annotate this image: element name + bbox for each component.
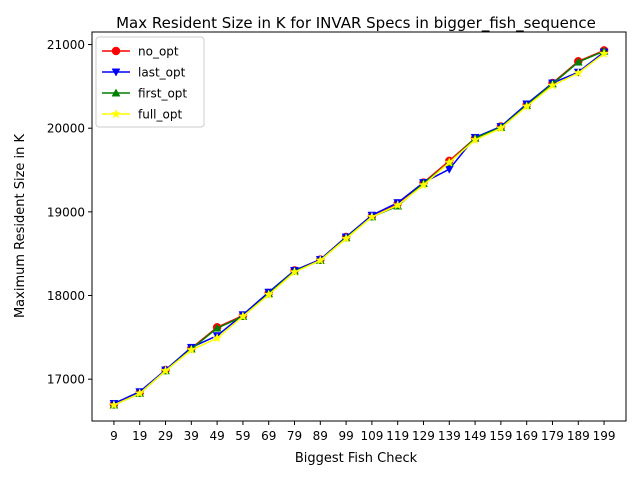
y-tick-label: 21000 [47,38,85,52]
x-tick-label: 129 [412,429,435,443]
data-point [521,101,532,111]
legend-label: last_opt [138,66,186,80]
x-tick-label: 19 [132,429,147,443]
data-point [315,255,326,265]
y-axis-label: Maximum Resident Size in K [13,134,28,319]
x-tick-label: 29 [158,429,173,443]
legend-item: no_opt [102,45,179,59]
x-tick-label: 79 [287,429,302,443]
data-point [134,388,145,398]
legend-label: no_opt [138,45,179,59]
legend-item: first_opt [102,87,187,101]
legend-item: last_opt [102,66,186,80]
data-point [392,199,403,210]
legend-label: first_opt [138,87,187,101]
legend-label: full_opt [138,108,182,122]
x-tick-label: 179 [541,429,564,443]
data-point [108,399,119,410]
y-axis-ticks: 17000 18000 19000 20000 21000 [47,38,92,387]
series-full-opt [108,48,610,410]
data-point [444,157,455,167]
data-point [212,323,222,332]
x-tick-label: 49 [209,429,224,443]
data-point [186,344,197,355]
x-axis-ticks: 9 19 29 39 49 59 69 79 89 99 109 119 129 139 149 159 169… [110,421,616,443]
x-tick-label: 59 [235,429,250,443]
data-point [289,266,300,277]
legend-marker [111,68,121,77]
series-line [113,53,605,406]
chart-title: Max Resident Size in K for INVAR Specs i… [116,14,596,33]
y-tick-label: 18000 [47,289,85,303]
x-tick-label: 169 [515,429,538,443]
series-layer [108,46,610,410]
data-point [573,67,584,78]
data-point [263,289,274,299]
data-point [470,134,481,145]
y-tick-label: 19000 [47,205,85,219]
data-point [418,179,429,190]
x-tick-label: 199 [593,429,616,443]
data-point [237,311,248,321]
legend: no_opt last_opt first_opt full_opt [95,36,205,128]
x-tick-label: 89 [313,429,328,443]
data-point [547,80,558,90]
x-tick-label: 69 [261,429,276,443]
x-tick-label: 159 [489,429,512,443]
legend-box [95,36,205,128]
data-point [599,48,610,58]
y-tick-label: 17000 [47,373,85,387]
x-tick-label: 9 [110,429,118,443]
legend-marker [111,108,121,119]
legend-item: full_opt [102,108,182,122]
x-tick-label: 39 [184,429,199,443]
x-tick-label: 149 [464,429,487,443]
data-point [444,165,454,174]
legend-marker [111,88,121,97]
x-tick-label: 119 [386,429,409,443]
data-point [495,122,506,133]
data-point [212,332,223,343]
legend-marker [111,46,121,56]
data-point [366,211,377,222]
x-axis-label: Biggest Fish Check [295,451,418,466]
x-tick-label: 189 [567,429,590,443]
y-tick-label: 20000 [47,122,85,136]
data-point [573,57,583,66]
x-tick-label: 139 [438,429,461,443]
x-tick-label: 99 [338,429,353,443]
plot-frame [91,31,627,422]
x-tick-label: 109 [360,429,383,443]
data-point [160,365,171,376]
data-point [341,233,352,243]
